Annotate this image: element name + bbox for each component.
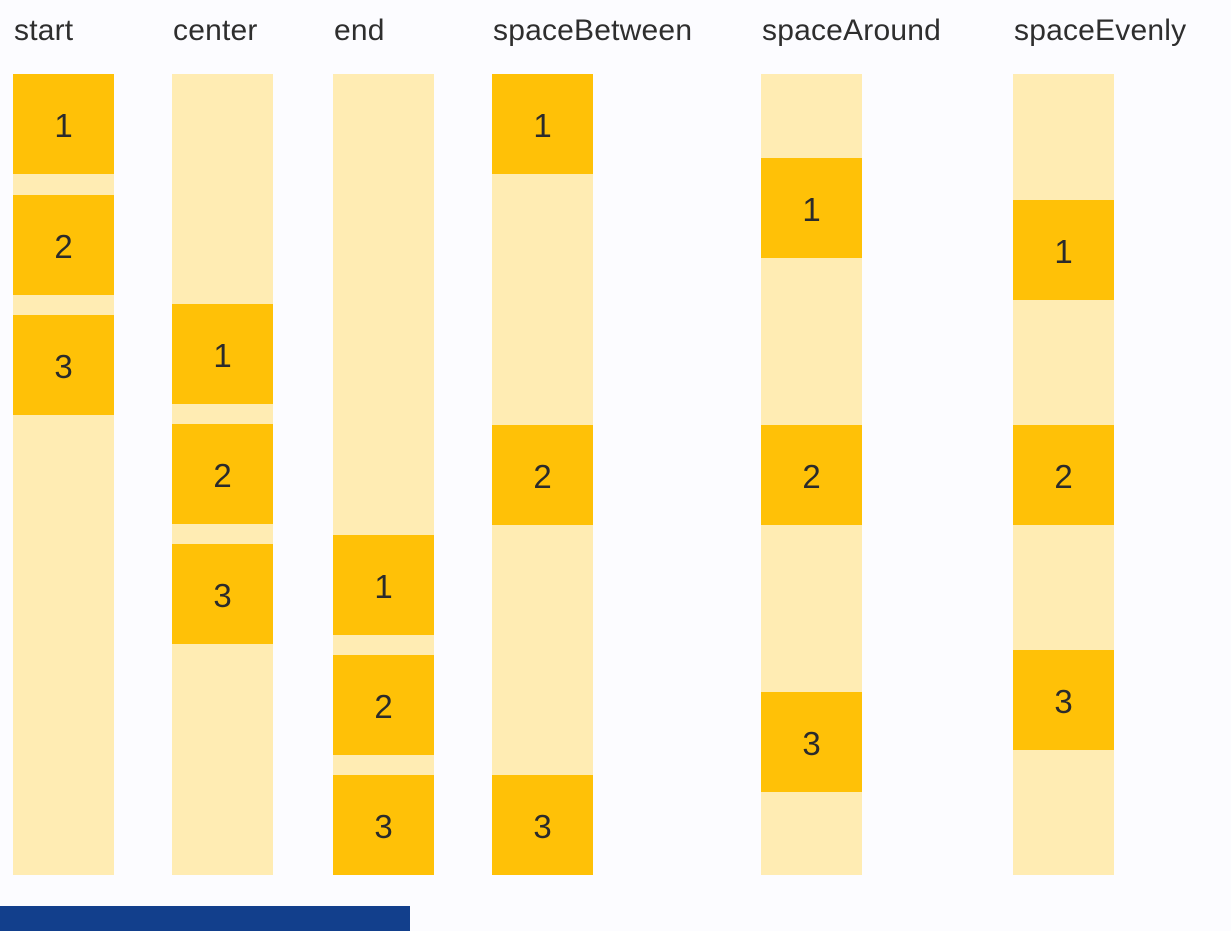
flex-item-box: 1 [13, 74, 114, 174]
column-track: 1 2 3 [13, 74, 114, 875]
column-label: center [173, 14, 258, 47]
flex-item-box: 1 [1013, 200, 1114, 300]
flex-item-box: 2 [172, 424, 273, 524]
column-track: 1 2 3 [761, 74, 862, 875]
flex-item-box: 1 [492, 74, 593, 174]
flex-item-box: 2 [333, 655, 434, 755]
column-label: spaceEvenly [1014, 14, 1187, 47]
flex-item-box: 3 [492, 775, 593, 875]
column-track: 1 2 3 [492, 74, 593, 875]
column-label: end [334, 14, 385, 47]
flex-item-box: 3 [172, 544, 273, 644]
flex-item-box: 2 [1013, 425, 1114, 525]
column-label: start [14, 14, 74, 47]
column-track: 1 2 3 [1013, 74, 1114, 875]
flex-item-box: 2 [761, 425, 862, 525]
flex-item-box: 1 [333, 535, 434, 635]
flex-item-box: 2 [13, 195, 114, 295]
column-label: spaceAround [762, 14, 941, 47]
column-track: 1 2 3 [172, 74, 273, 875]
flex-item-box: 3 [761, 692, 862, 792]
footer-bar [0, 906, 410, 931]
column-track: 1 2 3 [333, 74, 434, 875]
flex-item-box: 1 [761, 158, 862, 258]
flex-item-box: 3 [13, 315, 114, 415]
flex-item-box: 2 [492, 425, 593, 525]
column-label: spaceBetween [493, 14, 693, 47]
flex-item-box: 3 [333, 775, 434, 875]
flex-item-box: 3 [1013, 650, 1114, 750]
flex-item-box: 1 [172, 304, 273, 404]
